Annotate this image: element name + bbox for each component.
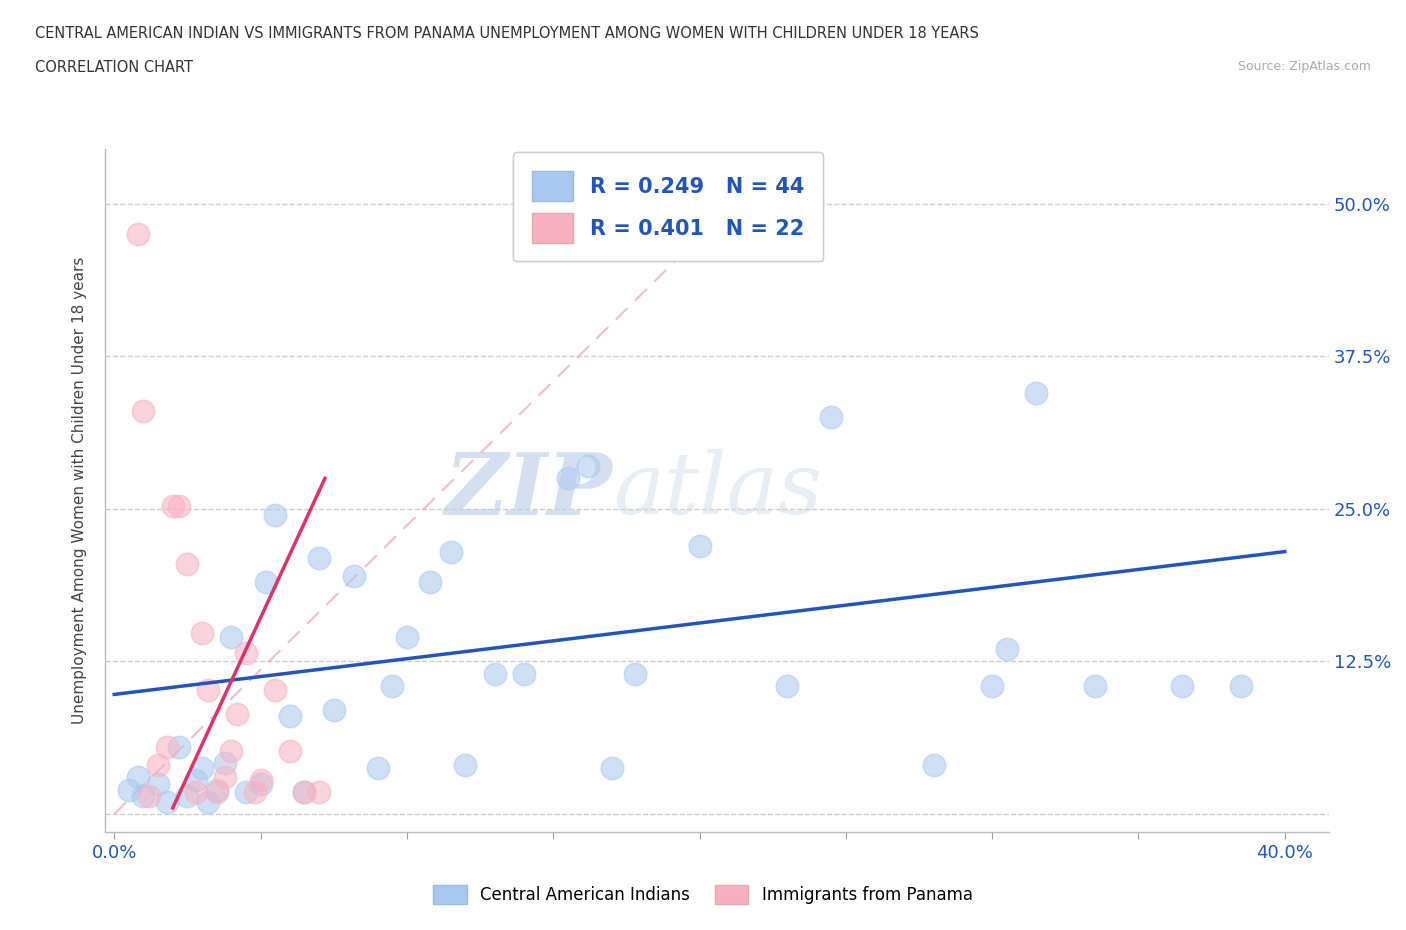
Point — [1083, 679, 1105, 694]
Point — [186, 785, 208, 800]
Point — [1230, 679, 1253, 694]
Point — [264, 682, 287, 697]
Point — [132, 404, 155, 418]
Point — [1025, 386, 1047, 401]
Point — [689, 538, 711, 553]
Point — [395, 630, 418, 644]
Point — [146, 776, 169, 790]
Point — [167, 739, 190, 754]
Point — [226, 707, 249, 722]
Point — [249, 776, 271, 790]
Point — [576, 458, 599, 473]
Point — [624, 666, 647, 681]
Point — [254, 575, 277, 590]
Point — [922, 758, 945, 773]
Point — [1171, 679, 1194, 694]
Point — [219, 743, 242, 758]
Point — [440, 544, 463, 559]
Point — [776, 679, 799, 694]
Point — [820, 410, 842, 425]
Text: ZIP: ZIP — [446, 449, 613, 532]
Point — [243, 785, 266, 800]
Point — [454, 758, 477, 773]
Text: CENTRAL AMERICAN INDIAN VS IMMIGRANTS FROM PANAMA UNEMPLOYMENT AMONG WOMEN WITH : CENTRAL AMERICAN INDIAN VS IMMIGRANTS FR… — [35, 26, 979, 41]
Point — [322, 703, 344, 718]
Point — [981, 679, 1004, 694]
Text: CORRELATION CHART: CORRELATION CHART — [35, 60, 193, 75]
Point — [995, 642, 1018, 657]
Point — [197, 682, 219, 697]
Point — [176, 556, 198, 571]
Point — [235, 645, 257, 660]
Legend: R = 0.249   N = 44, R = 0.401   N = 22: R = 0.249 N = 44, R = 0.401 N = 22 — [513, 153, 824, 261]
Point — [214, 755, 236, 770]
Point — [367, 760, 389, 775]
Point — [214, 770, 236, 785]
Point — [146, 758, 169, 773]
Point — [308, 551, 330, 565]
Point — [127, 227, 149, 242]
Point — [138, 789, 160, 804]
Point — [264, 508, 287, 523]
Text: atlas: atlas — [613, 449, 823, 532]
Point — [294, 785, 316, 800]
Point — [557, 471, 579, 485]
Point — [513, 666, 536, 681]
Point — [484, 666, 506, 681]
Point — [294, 785, 316, 800]
Point — [186, 773, 208, 788]
Point — [249, 773, 271, 788]
Point — [176, 789, 198, 804]
Point — [132, 789, 155, 804]
Legend: Central American Indians, Immigrants from Panama: Central American Indians, Immigrants fro… — [423, 875, 983, 914]
Point — [308, 785, 330, 800]
Point — [205, 785, 228, 800]
Point — [219, 630, 242, 644]
Point — [191, 760, 214, 775]
Point — [600, 760, 623, 775]
Point — [205, 782, 228, 797]
Y-axis label: Unemployment Among Women with Children Under 18 years: Unemployment Among Women with Children U… — [72, 257, 87, 724]
Point — [156, 739, 179, 754]
Point — [278, 743, 301, 758]
Point — [197, 794, 219, 809]
Point — [343, 568, 366, 583]
Text: Source: ZipAtlas.com: Source: ZipAtlas.com — [1237, 60, 1371, 73]
Point — [127, 770, 149, 785]
Point — [419, 575, 441, 590]
Point — [156, 794, 179, 809]
Point — [381, 679, 404, 694]
Point — [162, 499, 184, 514]
Point — [118, 782, 141, 797]
Point — [278, 709, 301, 724]
Point — [167, 499, 190, 514]
Point — [191, 626, 214, 641]
Point — [235, 785, 257, 800]
